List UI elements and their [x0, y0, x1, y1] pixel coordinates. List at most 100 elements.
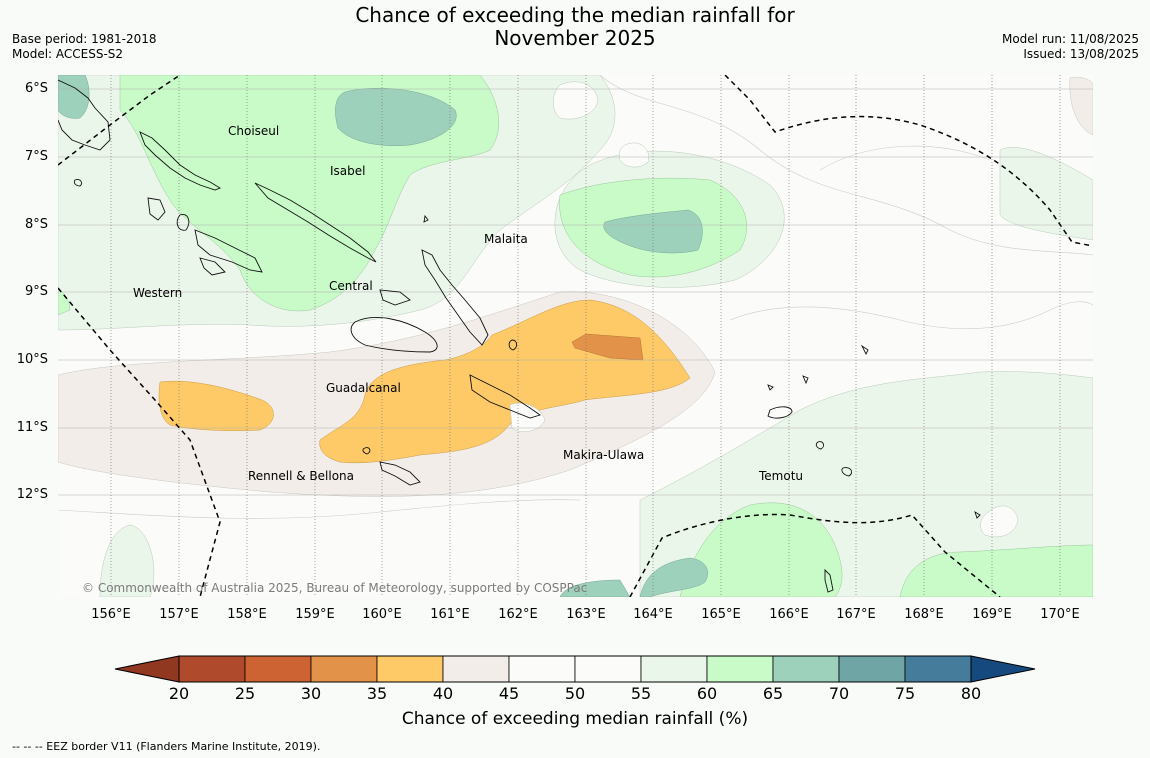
lon-label-161e: 161°E — [430, 607, 470, 622]
band-65-south2 — [559, 579, 631, 597]
lon-label-164e: 164°E — [633, 607, 673, 622]
cb-tick-65: 65 — [762, 684, 784, 703]
lon-label-157e: 157°E — [159, 607, 199, 622]
island-santa-cruz — [767, 406, 793, 419]
place-guadalcanal: Guadalcanal — [326, 381, 401, 395]
colorbar-under — [114, 655, 180, 683]
cb-tick-20: 20 — [168, 684, 190, 703]
island-small-4 — [423, 214, 429, 223]
lat-label-9s: 9°S — [24, 284, 48, 299]
band-65-north — [335, 88, 457, 146]
lon-label-159e: 159°E — [295, 607, 335, 622]
band-60-south — [679, 502, 843, 597]
place-isabel: Isabel — [330, 164, 366, 178]
island-tikopia — [824, 568, 834, 593]
colorbar-swatch-75 — [904, 655, 972, 683]
lat-label-6s: 6°S — [24, 81, 48, 96]
band-65-south — [639, 557, 708, 597]
eez-legend-note: -- -- -- EEZ border V11 (Flanders Marine… — [12, 740, 321, 753]
cb-tick-45: 45 — [498, 684, 520, 703]
island-malaita — [421, 249, 489, 346]
lon-label-166e: 166°E — [769, 607, 809, 622]
place-makira-ulawa: Makira-Ulawa — [563, 448, 645, 462]
island-new-georgia — [176, 214, 190, 231]
lat-label-8s: 8°S — [24, 217, 48, 232]
lat-label-11s: 11°S — [16, 420, 48, 435]
island-small-1 — [860, 344, 869, 356]
meta-right: Model run: 11/08/2025 Issued: 13/08/2025 — [1002, 32, 1139, 62]
lon-label-162e: 162°E — [498, 607, 538, 622]
lon-label-160e: 160°E — [362, 607, 402, 622]
title-line-2: November 2025 — [494, 26, 656, 50]
lon-label-156e: 156°E — [91, 607, 131, 622]
cb-tick-50: 50 — [564, 684, 586, 703]
colorbar-label: Chance of exceeding median rainfall (%) — [401, 709, 749, 729]
lon-label-167e: 167°E — [836, 607, 876, 622]
colorbar-swatch-45 — [508, 655, 576, 683]
lat-label-10s: 10°S — [16, 352, 48, 367]
lon-label-158e: 158°E — [227, 607, 267, 622]
colorbar-swatch-70 — [838, 655, 906, 683]
colorbar-swatch-30 — [310, 655, 378, 683]
graticule — [58, 88, 1093, 496]
lat-label-12s: 12°S — [16, 487, 48, 502]
island-ulawa — [508, 339, 518, 351]
cb-tick-80: 80 — [960, 684, 982, 703]
colorbar — [114, 655, 1036, 683]
meta-left: Base period: 1981-2018 Model: ACCESS-S2 — [12, 32, 157, 62]
colorbar-swatch-55 — [640, 655, 708, 683]
lon-label-165e: 165°E — [701, 607, 741, 622]
map-title: Chance of exceeding the median rainfall … — [0, 4, 1150, 50]
island-rendova — [199, 257, 226, 276]
island-bougainville — [58, 79, 111, 151]
island-isabel — [254, 182, 377, 263]
cb-tick-40: 40 — [432, 684, 454, 703]
place-rennell-bellona: Rennell & Bellona — [248, 469, 355, 483]
probability-field — [58, 75, 1093, 597]
colorbar-over — [970, 655, 1036, 683]
island-new-georgia-2 — [194, 229, 263, 273]
band-65-nw — [58, 75, 90, 119]
band-55-northeast — [999, 147, 1093, 241]
place-malaita: Malaita — [484, 232, 528, 246]
colorbar-swatch-20 — [178, 655, 246, 683]
colorbar-swatch-50 — [574, 655, 642, 683]
cb-tick-60: 60 — [696, 684, 718, 703]
band-40-west — [158, 380, 274, 431]
colorbar-swatch-25 — [244, 655, 312, 683]
island-reef — [802, 375, 809, 385]
island-small-2 — [974, 510, 981, 519]
band-55-southwest — [99, 524, 155, 597]
island-vanikoro — [815, 441, 825, 450]
island-makira — [469, 374, 542, 419]
base-period: Base period: 1981-2018 — [12, 32, 157, 46]
lon-label-170e: 170°E — [1040, 607, 1080, 622]
island-vella — [147, 197, 166, 221]
eez-borders — [58, 75, 1093, 597]
island-small-3 — [767, 384, 774, 391]
title-line-1: Chance of exceeding the median rainfall … — [355, 3, 795, 27]
cb-tick-75: 75 — [894, 684, 916, 703]
lon-label-168e: 168°E — [904, 607, 944, 622]
island-choiseul — [139, 131, 222, 191]
model-run: Model run: 11/08/2025 — [1001, 32, 1139, 46]
island-rennell — [379, 461, 421, 486]
band-60-southeast — [899, 544, 1093, 597]
colorbar-swatch-60 — [706, 655, 774, 683]
island-bellona — [362, 447, 371, 455]
lat-label-7s: 7°S — [24, 149, 48, 164]
cb-tick-35: 35 — [366, 684, 388, 703]
place-choiseul: Choiseul — [228, 124, 280, 138]
model-name: Model: ACCESS-S2 — [12, 47, 124, 61]
lon-label-163e: 163°E — [566, 607, 606, 622]
place-central: Central — [329, 279, 373, 293]
colorbar-swatch-35 — [376, 655, 444, 683]
band-45-ne — [1069, 76, 1093, 136]
place-western: Western — [133, 286, 183, 300]
lon-label-169e: 169°E — [972, 607, 1012, 622]
island-shortland — [73, 179, 83, 187]
colorbar-swatch-40 — [442, 655, 510, 683]
island-utupua — [841, 467, 853, 477]
coastlines — [58, 79, 981, 593]
